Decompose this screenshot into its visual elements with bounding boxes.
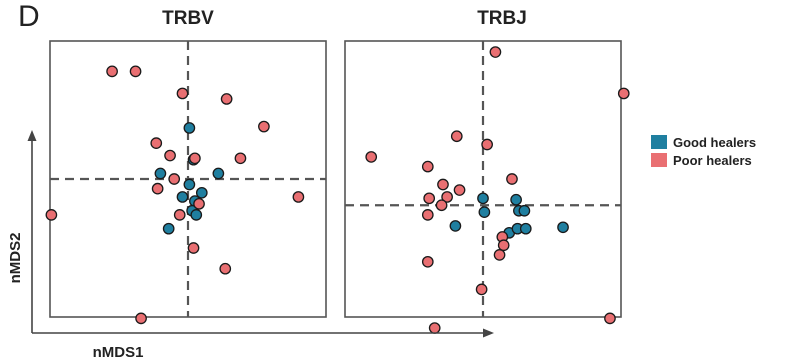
point-poor-healers-16 — [421, 255, 434, 268]
point-poor-healers-4 — [450, 130, 463, 143]
y-axis-arrowhead-icon — [27, 130, 37, 141]
point-poor-healers-3 — [365, 151, 378, 163]
point-good-healers-9 — [519, 222, 532, 235]
point-poor-healers-14 — [292, 191, 305, 203]
point-poor-healers-7 — [437, 178, 449, 191]
point-good-healers-1 — [183, 122, 196, 134]
panel-label: D — [18, 0, 40, 33]
point-poor-healers-3 — [176, 87, 189, 100]
point-poor-healers-17 — [493, 249, 506, 261]
point-poor-healers-5 — [258, 120, 270, 133]
point-good-healers-6 — [195, 186, 208, 199]
point-poor-healers-1 — [489, 46, 502, 58]
point-good-healers-2 — [154, 167, 167, 180]
point-good-healers-10 — [557, 221, 569, 234]
panel-title-trbv: TRBV — [162, 8, 214, 29]
point-poor-healers-16 — [187, 242, 200, 254]
point-good-healers-7 — [176, 191, 189, 203]
point-poor-healers-6 — [150, 137, 163, 149]
outer-axes — [27, 130, 494, 338]
x-axis-arrowhead-icon — [483, 328, 494, 338]
point-poor-healers-10 — [441, 191, 453, 203]
point-poor-healers-15 — [45, 209, 58, 221]
point-good-healers-11 — [190, 209, 203, 221]
point-poor-healers-6 — [481, 138, 493, 151]
legend-label-good-healers: Good healers — [673, 135, 756, 150]
point-poor-healers-4 — [220, 93, 233, 105]
legend: Good healers Poor healers — [651, 135, 756, 168]
point-poor-healers-12 — [193, 197, 205, 210]
point-poor-healers-11 — [453, 184, 466, 196]
panel-title-trbj: TRBJ — [477, 8, 527, 29]
points-trbv — [45, 65, 305, 325]
point-poor-healers-18 — [135, 312, 147, 325]
legend-swatch-poor-healers — [651, 153, 667, 167]
point-good-healers-4 — [212, 167, 225, 180]
point-good-healers-3 — [510, 193, 522, 206]
point-poor-healers-2 — [617, 87, 630, 100]
point-poor-healers-8 — [506, 173, 518, 185]
point-poor-healers-15 — [497, 239, 510, 252]
point-poor-healers-17 — [219, 262, 232, 275]
point-poor-healers-9 — [234, 152, 247, 165]
point-good-healers-2 — [478, 206, 491, 218]
points-trbj — [365, 46, 630, 334]
point-poor-healers-13 — [421, 209, 434, 221]
point-poor-healers-12 — [435, 199, 448, 212]
point-poor-healers-20 — [428, 322, 441, 334]
point-poor-healers-9 — [423, 192, 436, 205]
x-axis-label: nMDS1 — [93, 344, 144, 361]
point-poor-healers-7 — [164, 149, 176, 162]
point-good-healers-10 — [162, 222, 175, 235]
point-good-healers-1 — [477, 192, 489, 205]
legend-label-poor-healers: Poor healers — [673, 153, 752, 168]
point-poor-healers-11 — [151, 182, 164, 195]
point-poor-healers-1 — [106, 65, 118, 78]
point-poor-healers-5 — [421, 160, 434, 173]
point-poor-healers-2 — [129, 65, 142, 78]
point-poor-healers-10 — [168, 173, 181, 185]
point-good-healers-5 — [518, 204, 531, 217]
point-poor-healers-13 — [173, 209, 186, 221]
legend-swatch-good-healers — [651, 135, 667, 149]
point-poor-healers-19 — [604, 312, 616, 325]
point-good-healers-6 — [449, 220, 462, 232]
point-good-healers-5 — [183, 178, 196, 191]
point-poor-healers-8 — [189, 152, 201, 165]
point-poor-healers-18 — [475, 283, 488, 296]
y-axis-label: nMDS2 — [7, 233, 24, 284]
